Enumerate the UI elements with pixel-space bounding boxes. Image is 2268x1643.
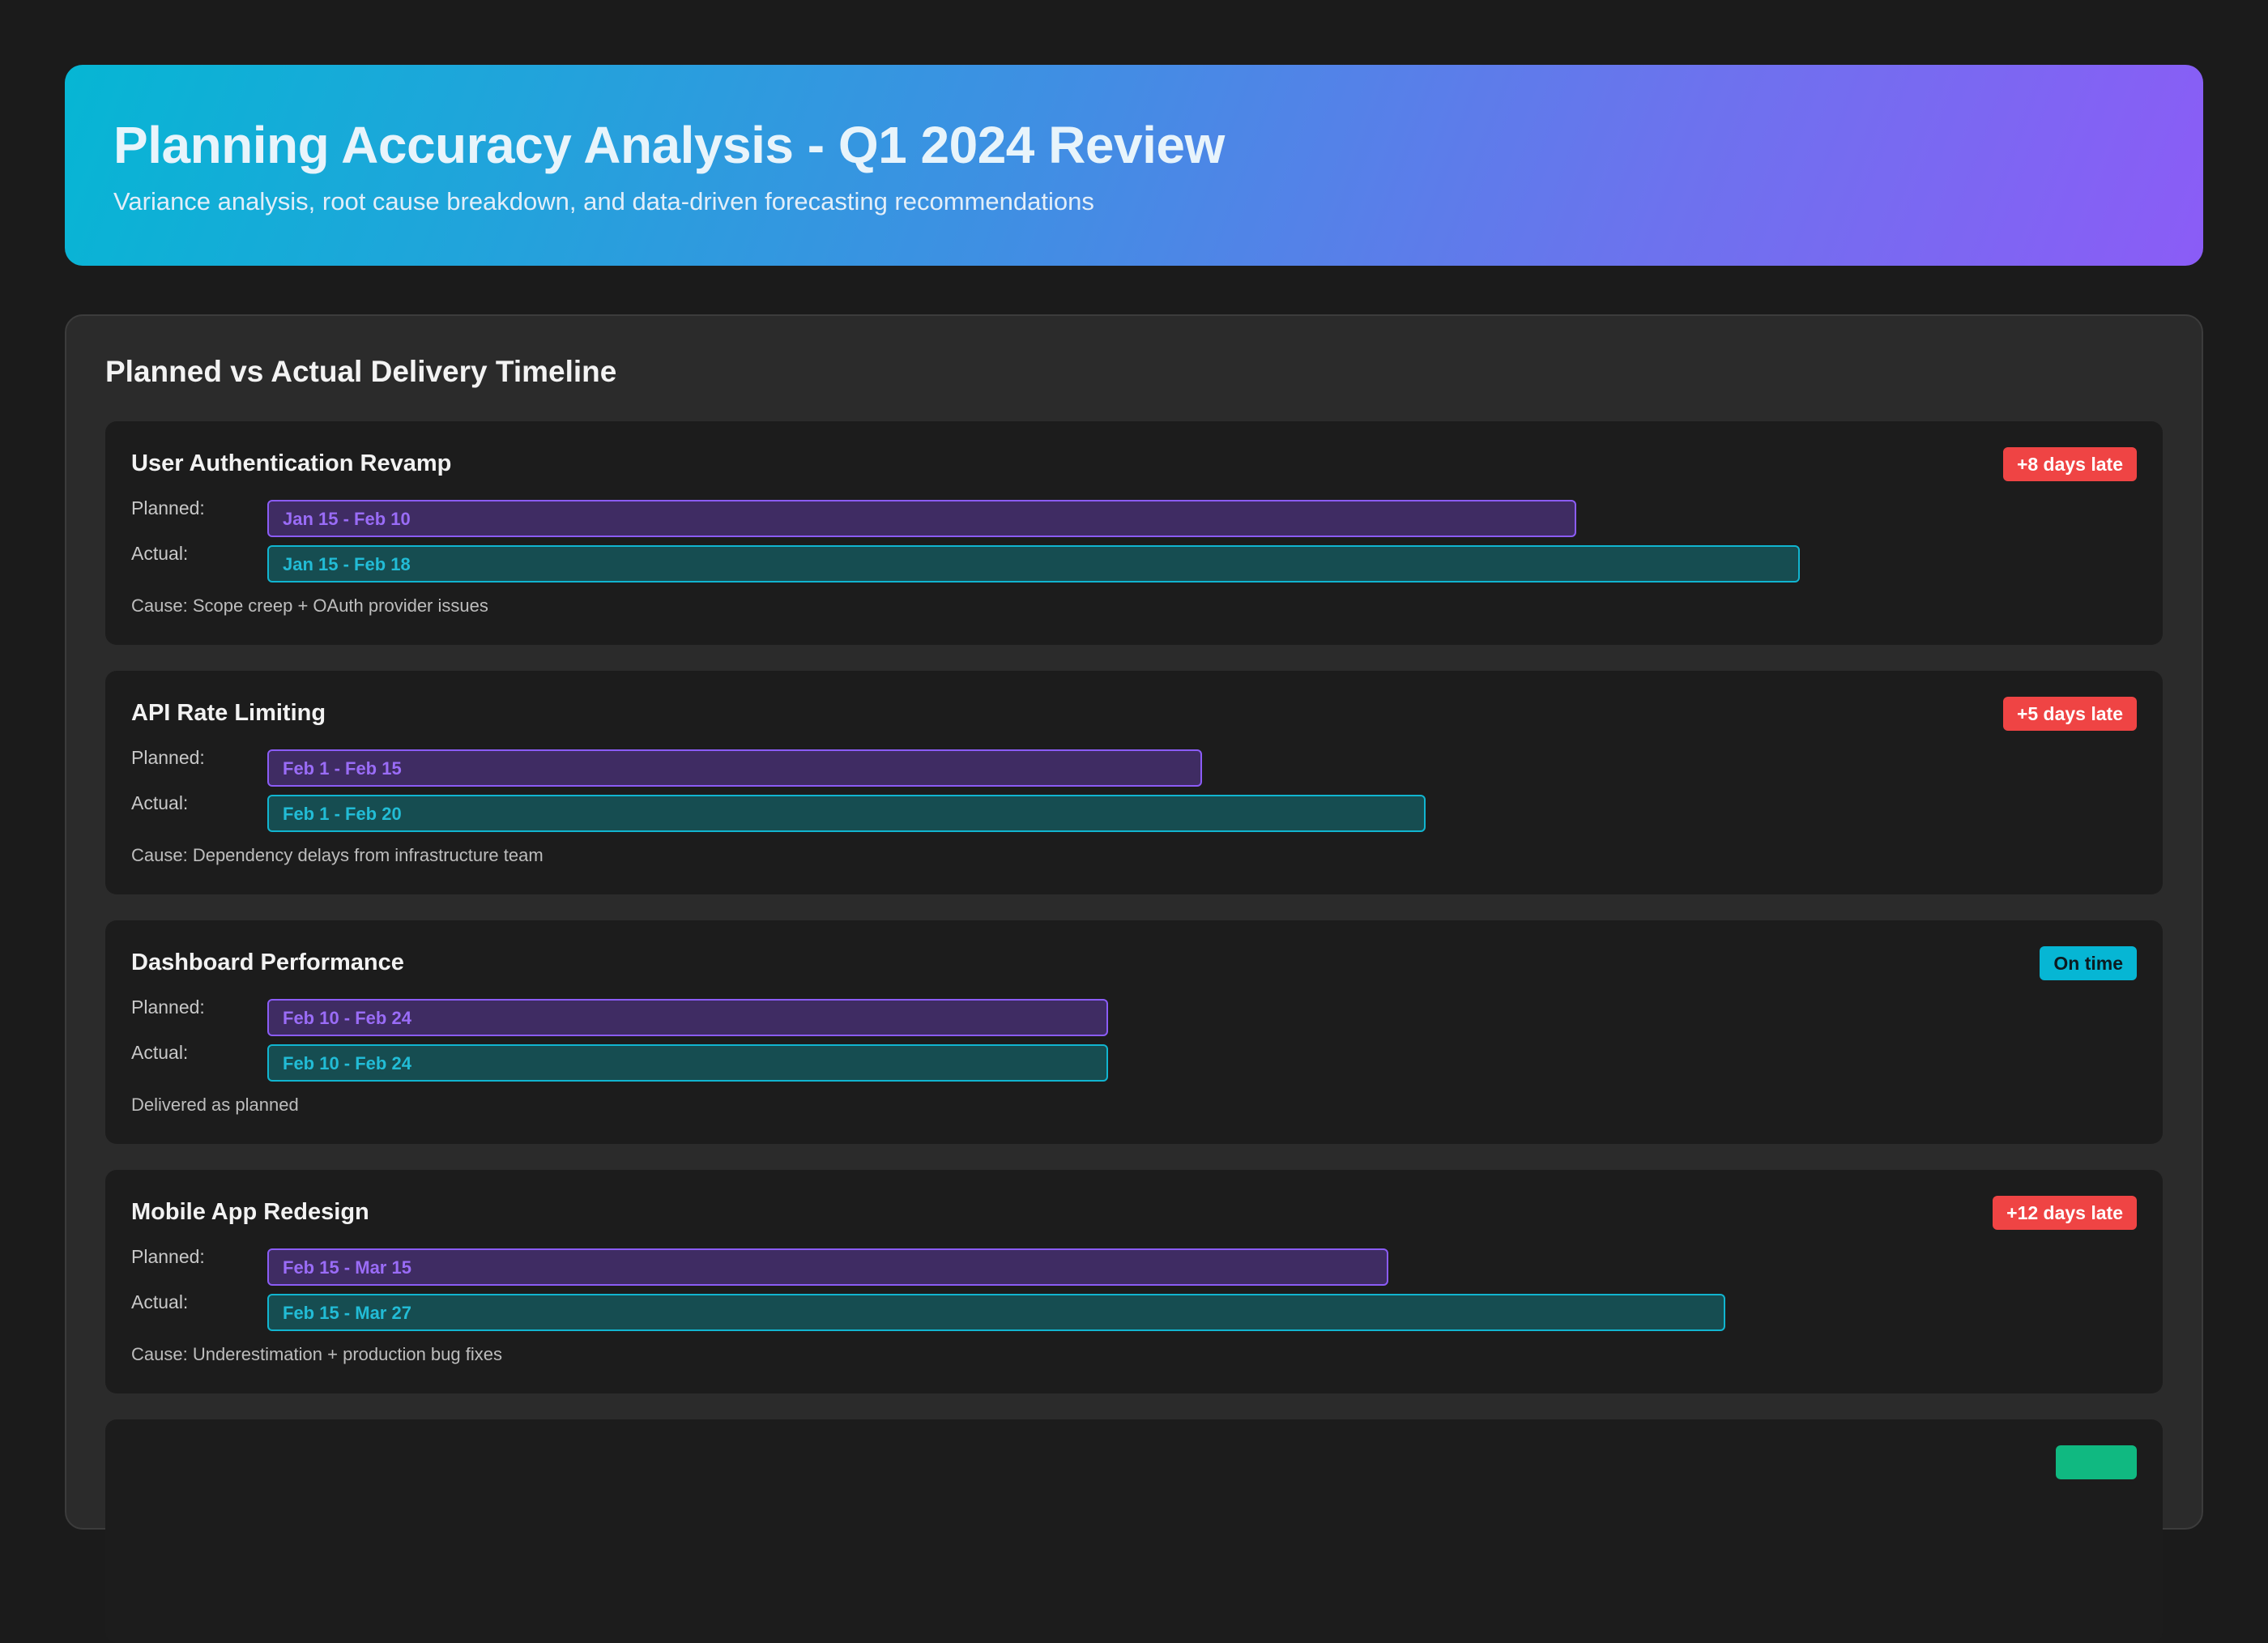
project-card-user-authentication-revamp: User Authentication Revamp +8 days late …: [105, 421, 2163, 645]
project-name: Dashboard Performance: [131, 950, 404, 975]
actual-label: Actual:: [131, 543, 189, 564]
actual-bar: Jan 15 - Feb 18: [267, 545, 1800, 583]
planned-bar: Feb 15 - Mar 15: [267, 1248, 1388, 1286]
cause-note: Cause: Underestimation + production bug …: [131, 1344, 502, 1364]
variance-badge: +12 days late: [1993, 1196, 2137, 1230]
cause-note: Delivered as planned: [131, 1095, 299, 1115]
project-name: User Authentication Revamp: [131, 450, 452, 476]
actual-bar: Feb 1 - Feb 20: [267, 795, 1426, 832]
actual-bar: Feb 10 - Feb 24: [267, 1044, 1108, 1082]
timeline-panel: Planned vs Actual Delivery Timeline User…: [65, 314, 2203, 1643]
page-header: Planning Accuracy Analysis - Q1 2024 Rev…: [65, 65, 2203, 266]
project-card-partial: [105, 1419, 2163, 1643]
actual-label: Actual:: [131, 1291, 189, 1312]
timeline-title: Planned vs Actual Delivery Timeline: [105, 355, 617, 388]
page-subtitle: Variance analysis, root cause breakdown,…: [113, 187, 1094, 216]
actual-bar: Feb 15 - Mar 27: [267, 1294, 1725, 1331]
planned-label: Planned:: [131, 1246, 205, 1267]
cause-note: Cause: Dependency delays from infrastruc…: [131, 845, 544, 865]
planned-bar: Feb 1 - Feb 15: [267, 749, 1202, 787]
planned-bar: Jan 15 - Feb 10: [267, 500, 1576, 537]
project-name: API Rate Limiting: [131, 700, 326, 726]
project-card-api-rate-limiting: API Rate Limiting +5 days late Planned: …: [105, 671, 2163, 894]
planned-bar: Feb 10 - Feb 24: [267, 999, 1108, 1036]
variance-badge: On time: [2040, 946, 2137, 980]
planned-label: Planned:: [131, 996, 205, 1018]
cause-note: Cause: Scope creep + OAuth provider issu…: [131, 595, 488, 616]
variance-badge: +5 days late: [2002, 697, 2137, 731]
actual-label: Actual:: [131, 1042, 189, 1063]
project-card-mobile-app-redesign: Mobile App Redesign +12 days late Planne…: [105, 1170, 2163, 1393]
actual-label: Actual:: [131, 792, 189, 813]
project-card-dashboard-performance: Dashboard Performance On time Planned: F…: [105, 920, 2163, 1144]
planned-label: Planned:: [131, 497, 205, 519]
variance-badge: +8 days late: [2002, 447, 2137, 481]
planned-label: Planned:: [131, 747, 205, 768]
page-title: Planning Accuracy Analysis - Q1 2024 Rev…: [113, 116, 1225, 174]
variance-badge: [2056, 1445, 2137, 1479]
project-name: Mobile App Redesign: [131, 1199, 369, 1225]
